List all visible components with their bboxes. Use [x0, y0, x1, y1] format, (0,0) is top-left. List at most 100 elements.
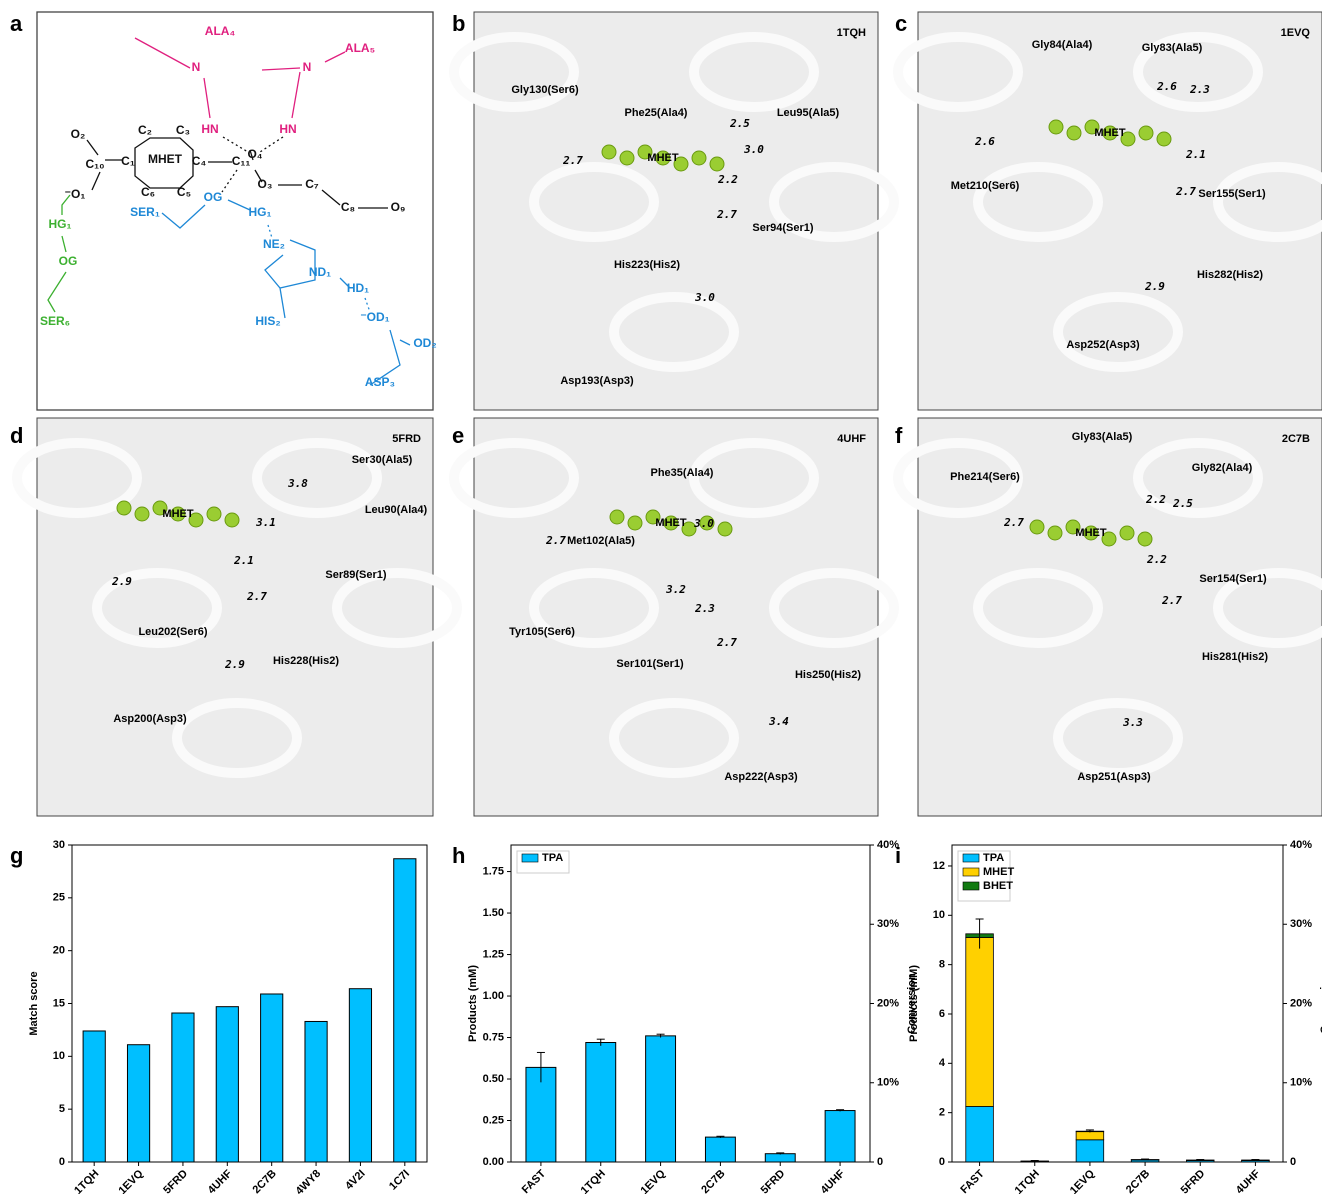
distance-label: 3.0	[694, 291, 715, 304]
residue-label: Gly83(Ala5)	[1142, 42, 1203, 54]
mhet-atom	[602, 145, 616, 159]
x-tick-label: 4V2I	[343, 1168, 367, 1192]
mhet-atom	[135, 507, 149, 521]
y-tick-label: 0	[939, 1156, 945, 1168]
distance-label: 2.3	[1189, 83, 1210, 96]
y2-tick-label: 40%	[1290, 839, 1312, 851]
bar	[705, 1137, 735, 1162]
legend-swatch	[963, 868, 979, 876]
mhet-atom	[1067, 126, 1081, 140]
mhet-atom	[207, 507, 221, 521]
mhet-atom	[610, 510, 624, 524]
pdb-id: 1EVQ	[1281, 27, 1311, 39]
residue-label: Leu95(Ala5)	[777, 107, 840, 119]
distance-label: 2.7	[716, 636, 737, 649]
x-tick-label: 4UHF	[206, 1167, 235, 1194]
distance-label: 2.2	[717, 173, 738, 186]
y-tick-label: 1.50	[483, 907, 504, 919]
bar-segment	[966, 1106, 994, 1162]
diagram-label: N	[303, 60, 312, 74]
residue-label: His250(His2)	[795, 669, 861, 681]
legend-swatch	[963, 882, 979, 890]
y2-tick-label: 0	[877, 1156, 883, 1168]
x-tick-label: 1EVQ	[639, 1167, 669, 1194]
diagram-label: C₁	[121, 154, 135, 168]
residue-label: Ser101(Ser1)	[616, 658, 684, 670]
diagram-label: OG	[59, 254, 78, 268]
x-tick-label: 2C7B	[1124, 1168, 1152, 1194]
pdb-id: 4UHF	[837, 433, 866, 445]
diagram-label: O₃	[258, 177, 273, 191]
panel-label: b	[452, 11, 465, 36]
distance-label: 3.1	[255, 516, 276, 529]
diagram-label: SER₆	[40, 314, 70, 328]
distance-label: 2.2	[1145, 493, 1166, 506]
residue-label: Ser89(Ser1)	[325, 569, 386, 581]
x-tick-label: 5FRD	[759, 1168, 788, 1194]
x-tick-label: 5FRD	[1179, 1168, 1208, 1194]
diagram-label: C₈	[341, 200, 355, 214]
x-tick-label: 4UHF	[818, 1167, 847, 1194]
diagram-label: O₉	[391, 200, 406, 214]
diagram-label: C₇	[305, 177, 319, 191]
distance-label: 2.7	[1175, 185, 1196, 198]
residue-label: His223(His2)	[614, 259, 680, 271]
diagram-label: ⁻OD₁	[360, 310, 389, 324]
distance-label: 2.1	[233, 554, 254, 567]
y-tick-label: 2	[939, 1107, 945, 1119]
diagram-label: HIS₂	[255, 314, 280, 328]
residue-label: Gly130(Ser6)	[511, 84, 579, 96]
diagram-label: ASP₃	[365, 375, 395, 389]
diagram-label: ⁻O₁	[65, 187, 86, 201]
mhet-atom	[1157, 132, 1171, 146]
diagram-label: HG₁	[49, 217, 72, 231]
y-tick-label: 1.25	[483, 948, 504, 960]
distance-label: 3.0	[743, 143, 764, 156]
x-tick-label: 4WY8	[294, 1168, 324, 1194]
distance-label: 2.7	[562, 154, 583, 167]
distance-label: 2.3	[694, 602, 715, 615]
bar	[261, 994, 283, 1162]
x-tick-label: 2C7B	[250, 1168, 278, 1194]
residue-label: Gly84(Ala4)	[1032, 39, 1093, 51]
bar	[127, 1045, 149, 1162]
residue-label: Ser155(Ser1)	[1198, 188, 1266, 200]
y-tick-label: 10	[933, 909, 945, 921]
x-tick-label: FAST	[958, 1168, 987, 1194]
diagram-label: HD₁	[347, 281, 369, 295]
y-axis-label: Match score	[28, 971, 40, 1035]
mhet-atom	[628, 516, 642, 530]
bar	[349, 989, 371, 1162]
legend-label: BHET	[983, 880, 1013, 892]
diagram-label: HN	[279, 122, 296, 136]
bar	[172, 1013, 194, 1162]
distance-label: 2.6	[974, 135, 995, 148]
x-tick-label: 4UHF	[1234, 1167, 1263, 1194]
page: abcdefghiALA₄ALA₅NNHNHNO₄O₂C₂C₃C₁₀C₁MHET…	[0, 0, 1322, 1194]
distance-label: 3.8	[287, 477, 308, 490]
x-tick-label: 5FRD	[161, 1168, 190, 1194]
mhet-atom	[1138, 532, 1152, 546]
mhet-atom	[225, 513, 239, 527]
x-tick-label: 1EVQ	[1068, 1167, 1098, 1194]
y-tick-label: 20	[53, 945, 65, 957]
pdb-id: 5FRD	[392, 433, 421, 445]
distance-label: 2.2	[1146, 553, 1167, 566]
y-tick-label: 5	[59, 1103, 65, 1115]
bar	[646, 1036, 676, 1162]
residue-label: Ser94(Ser1)	[752, 222, 813, 234]
y-tick-label: 0	[59, 1156, 65, 1168]
x-tick-label: 1TQH	[72, 1168, 101, 1194]
diagram-label: O₂	[71, 127, 86, 141]
bar-segment	[966, 938, 994, 1107]
y-tick-label: 6	[939, 1008, 945, 1020]
y2-tick-label: 0	[1290, 1156, 1296, 1168]
plot-frame	[511, 845, 870, 1162]
x-tick-label: FAST	[520, 1168, 549, 1194]
y-tick-label: 0.25	[483, 1114, 504, 1126]
mhet-atom	[1139, 126, 1153, 140]
panel-label: a	[10, 11, 23, 36]
distance-label: 3.3	[1122, 716, 1143, 729]
bonds	[87, 140, 388, 208]
residue-label: Ser30(Ala5)	[352, 454, 413, 466]
